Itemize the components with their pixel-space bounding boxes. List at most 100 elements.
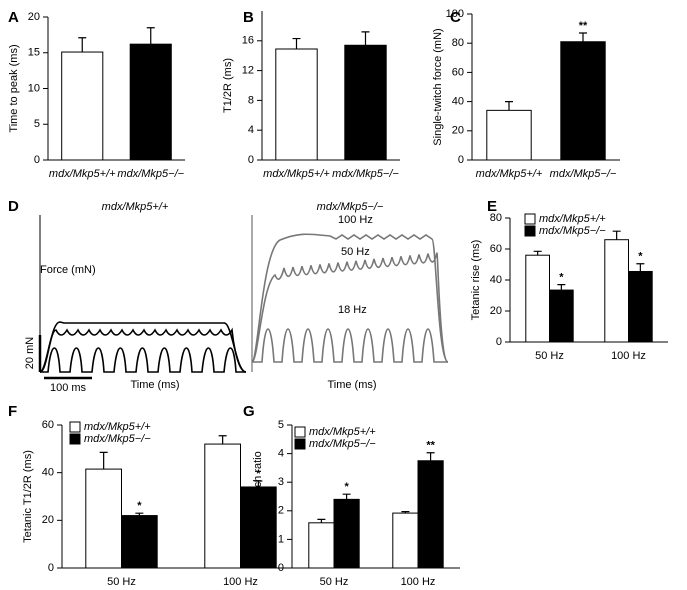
panel-label: D: [8, 198, 19, 215]
x-tick-label: mdx/Mkp5+/+: [476, 168, 543, 180]
y-tick-label: 0: [248, 154, 254, 166]
error-bar: [401, 511, 410, 514]
y-tick-label: 15: [28, 47, 40, 59]
legend-swatch: [294, 438, 306, 450]
error-bar: [99, 451, 108, 470]
y-tick-label: 20: [452, 125, 464, 137]
x-tick-label: mdx/Mkp5−/−: [117, 168, 184, 180]
panel-label: B: [243, 9, 254, 26]
bar: [344, 44, 387, 161]
y-axis-label: Tetanic rise (ms): [470, 240, 482, 321]
panel-label: G: [243, 403, 255, 420]
error-bar: [361, 31, 370, 46]
legend-swatch: [69, 433, 81, 445]
x-tick-label: 50 Hz: [320, 576, 349, 588]
y-tick-label: 40: [42, 467, 54, 479]
error-bar: [636, 263, 645, 272]
bar: [486, 109, 532, 161]
bar: [121, 515, 158, 569]
error-bar: [505, 101, 513, 111]
significance: **: [426, 440, 435, 452]
y-tick-label: 16: [242, 35, 254, 47]
y-tick-label: 40: [490, 274, 502, 286]
bar: [204, 443, 242, 569]
x-tick-label: mdx/Mkp5−/−: [550, 168, 617, 180]
bar: [560, 41, 606, 161]
x-tick-label: 50 Hz: [107, 576, 136, 588]
error-bar: [146, 27, 155, 45]
trace: [39, 327, 247, 373]
legend-label: mdx/Mkp5+/+: [539, 213, 606, 225]
x-tick-label: mdx/Mkp5−/−: [332, 168, 399, 180]
significance: *: [559, 272, 564, 284]
error-bar: [317, 518, 326, 523]
panel-label: F: [8, 403, 17, 420]
y-axis-label: T1/2R (ms): [222, 58, 234, 113]
y-tick-label: 40: [452, 96, 464, 108]
y-tick-label: 4: [248, 124, 254, 136]
y-tick-label: 8: [248, 94, 254, 106]
significance: *: [344, 481, 349, 493]
x-tick-label: 100 Hz: [401, 576, 436, 588]
error-bar: [292, 37, 301, 49]
y-tick-label: 0: [496, 336, 502, 348]
trace-text: 50 Hz: [341, 246, 370, 258]
y-tick-label: 20: [42, 514, 54, 526]
bar: [275, 48, 318, 161]
panel-label: A: [8, 9, 19, 26]
legend-label: mdx/Mkp5−/−: [309, 438, 376, 450]
y-tick-label: 3: [278, 476, 284, 488]
bar: [392, 512, 419, 569]
bar: [308, 522, 335, 569]
x-tick-label: 50 Hz: [535, 350, 564, 362]
y-tick-label: 80: [490, 212, 502, 224]
trace-text: 20 mN: [24, 337, 36, 369]
error-bar: [254, 480, 263, 487]
y-axis-label: Tetanic/twitch ratio: [252, 451, 264, 541]
x-tick-label: mdx/Mkp5+/+: [49, 168, 116, 180]
bar: [628, 270, 653, 343]
legend-label: mdx/Mkp5+/+: [309, 426, 376, 438]
bar: [129, 43, 172, 161]
error-bar: [612, 230, 621, 240]
significance: *: [256, 468, 261, 480]
legend-swatch: [69, 421, 81, 433]
y-tick-label: 60: [42, 419, 54, 431]
trace-text: mdx/Mkp5−/−: [317, 201, 384, 213]
error-bar: [557, 284, 566, 291]
y-tick-label: 10: [28, 82, 40, 94]
trace-text: mdx/Mkp5+/+: [102, 201, 169, 213]
y-axis-label: Tetanic T1/2R (ms): [22, 450, 34, 543]
bar: [61, 51, 104, 161]
y-tick-label: 2: [278, 505, 284, 517]
y-tick-label: 60: [490, 243, 502, 255]
x-tick-label: 100 Hz: [223, 576, 258, 588]
significance: **: [579, 20, 588, 32]
legend-label: mdx/Mkp5−/−: [84, 433, 151, 445]
significance: *: [137, 500, 142, 512]
y-tick-label: 100: [446, 8, 464, 20]
trace: [252, 328, 448, 363]
y-tick-label: 20: [490, 305, 502, 317]
error-bar: [533, 250, 542, 256]
bar: [604, 239, 629, 343]
trace-text: Time (ms): [130, 379, 179, 391]
x-tick-label: 100 Hz: [611, 350, 646, 362]
error-bar: [579, 32, 587, 42]
bar: [85, 468, 123, 569]
y-tick-label: 4: [278, 448, 284, 460]
y-tick-label: 12: [242, 65, 254, 77]
legend-swatch: [294, 426, 306, 438]
error-bar: [342, 493, 351, 500]
bar: [549, 289, 574, 343]
trace: [251, 252, 449, 363]
bar: [333, 498, 360, 569]
y-tick-label: 0: [34, 154, 40, 166]
panel-label: E: [487, 198, 497, 215]
bar: [417, 460, 444, 569]
panel-label: C: [450, 9, 461, 26]
y-tick-label: 5: [34, 118, 40, 130]
x-tick-label: mdx/Mkp5+/+: [263, 168, 330, 180]
y-axis-label: Single-twitch force (mN): [432, 28, 444, 145]
